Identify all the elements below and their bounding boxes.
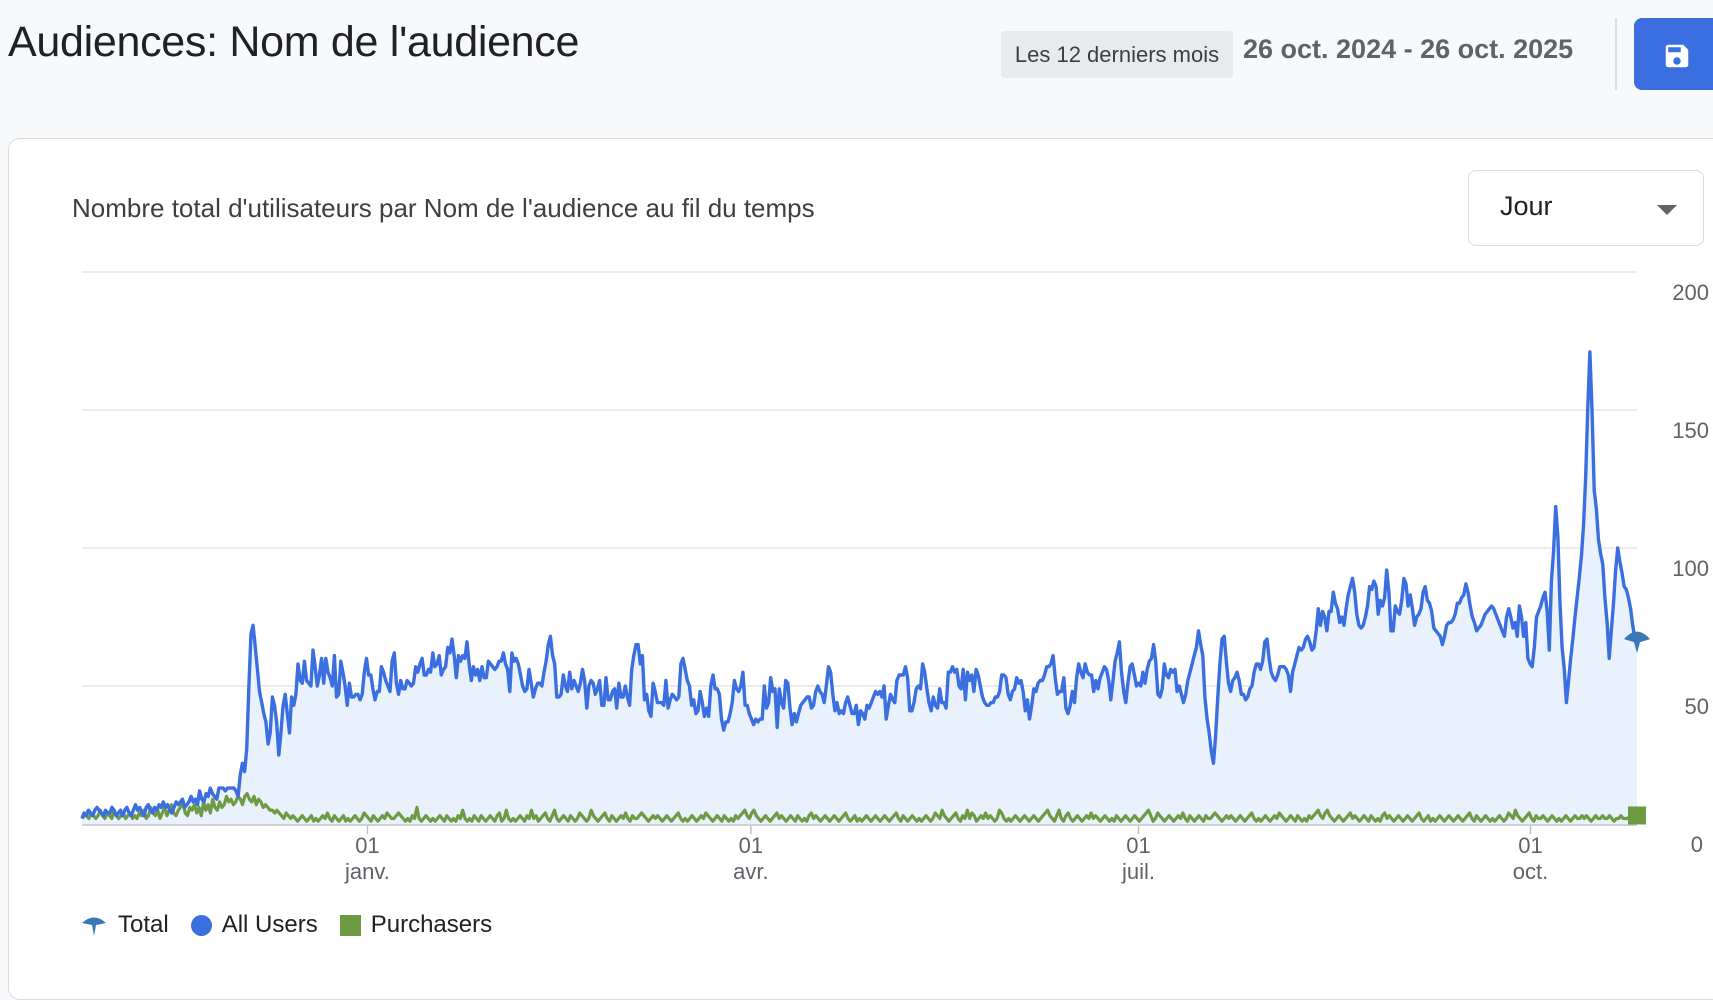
granularity-dropdown[interactable]: Jour bbox=[1468, 170, 1704, 246]
legend-item-all-users[interactable]: All Users bbox=[190, 911, 318, 939]
legend-label-total: Total bbox=[118, 911, 169, 938]
purchasers-end-marker bbox=[1628, 806, 1646, 825]
x-tick-month: janv. bbox=[344, 859, 390, 884]
chart-legend: Total All Users Purchasers bbox=[80, 908, 514, 942]
granularity-value: Jour bbox=[1500, 191, 1553, 221]
legend-item-total[interactable]: Total bbox=[80, 911, 169, 939]
y-tick-label: 50 bbox=[1685, 694, 1709, 719]
save-icon bbox=[1665, 44, 1689, 68]
save-button[interactable] bbox=[1634, 18, 1713, 90]
x-tick-month: oct. bbox=[1513, 859, 1548, 884]
x-tick-day: 01 bbox=[1518, 833, 1542, 858]
x-tick-day: 01 bbox=[355, 833, 379, 858]
chevron-down-icon bbox=[1657, 205, 1677, 215]
y-tick-label: 100 bbox=[1672, 556, 1709, 581]
date-range-text[interactable]: 26 oct. 2024 - 26 oct. 2025 bbox=[1243, 34, 1574, 64]
x-tick-day: 01 bbox=[739, 833, 763, 858]
all-users-dot-icon bbox=[190, 914, 212, 936]
y-tick-label: 0 bbox=[1691, 832, 1703, 857]
purchasers-line bbox=[80, 791, 1637, 823]
y-tick-label: 150 bbox=[1672, 418, 1709, 443]
chart-title: Nombre total d'utilisateurs par Nom de l… bbox=[72, 193, 815, 223]
page-title: Audiences: Nom de l'audience bbox=[8, 18, 580, 66]
x-tick-day: 01 bbox=[1126, 833, 1150, 858]
y-tick-label: 200 bbox=[1672, 280, 1709, 305]
x-tick-month: avr. bbox=[733, 859, 768, 884]
header-divider bbox=[1615, 18, 1617, 90]
legend-item-purchasers[interactable]: Purchasers bbox=[339, 911, 493, 939]
purchasers-square-icon bbox=[339, 914, 361, 936]
x-tick-month: juil. bbox=[1121, 859, 1155, 884]
chart-card bbox=[8, 138, 1713, 1000]
all-users-line bbox=[80, 350, 1639, 820]
legend-label-purchasers: Purchasers bbox=[370, 911, 493, 938]
total-end-marker bbox=[1624, 631, 1650, 654]
total-marker-icon bbox=[82, 917, 106, 936]
date-range-chip[interactable]: Les 12 derniers mois bbox=[1001, 31, 1233, 78]
all-users-area bbox=[82, 352, 1637, 824]
legend-label-all-users: All Users bbox=[221, 911, 318, 938]
